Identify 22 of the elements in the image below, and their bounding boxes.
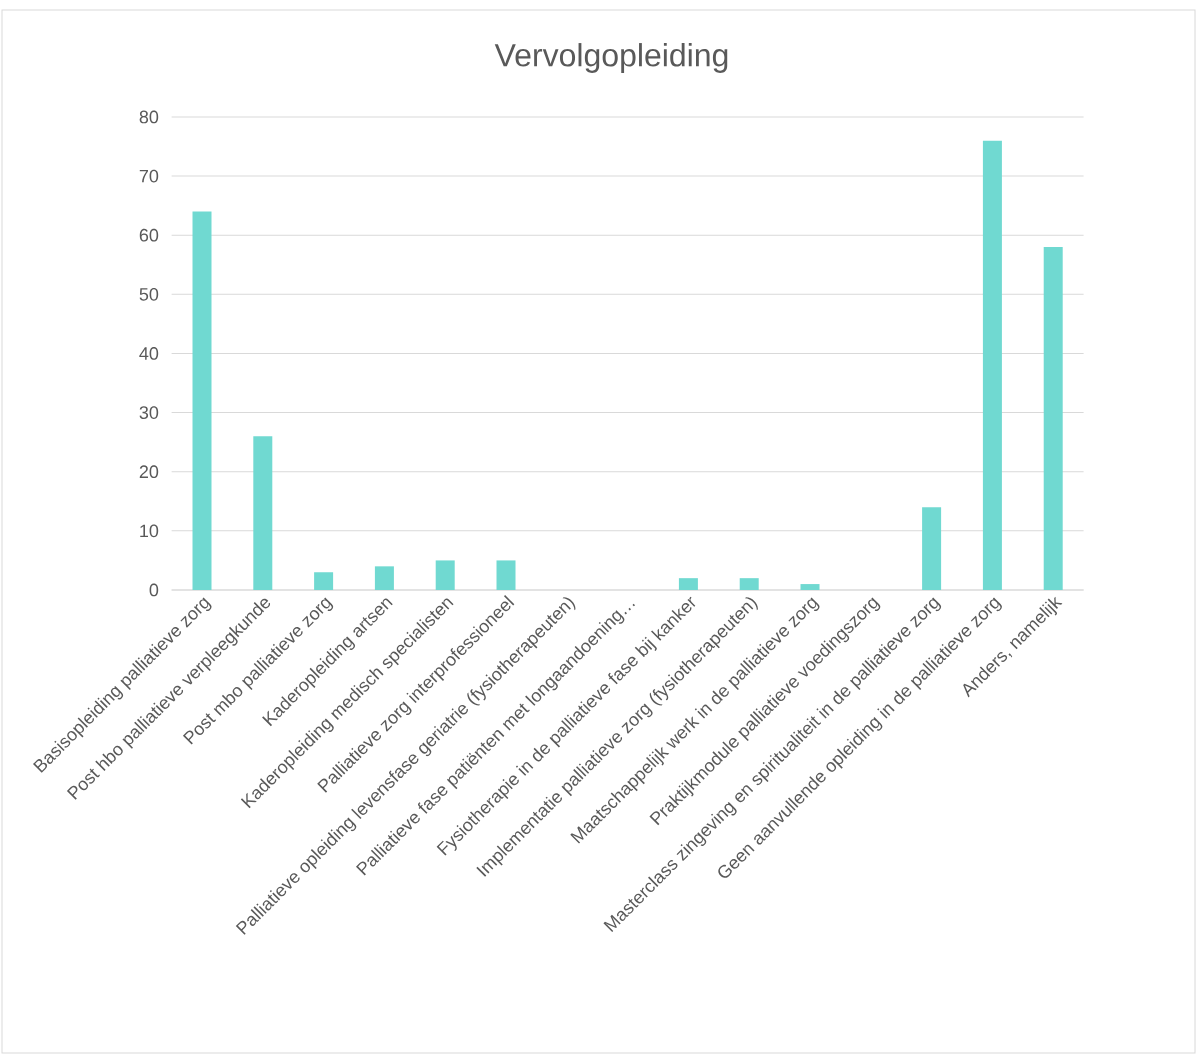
bar — [192, 211, 212, 590]
bar — [1043, 247, 1063, 590]
bar — [922, 507, 942, 590]
bar — [800, 584, 820, 590]
bar — [739, 578, 759, 590]
y-tick-label: 0 — [149, 583, 159, 597]
bar — [982, 140, 1002, 590]
bar — [374, 566, 394, 590]
bar — [678, 578, 698, 590]
chart-title: Vervolgopleiding — [494, 43, 728, 73]
bar — [435, 560, 455, 590]
bar — [496, 560, 516, 590]
y-tick-label: 10 — [140, 524, 159, 538]
y-tick-label: 80 — [139, 110, 159, 124]
y-tick-label: 60 — [139, 228, 159, 242]
bar — [253, 436, 273, 590]
y-tick-label: 30 — [139, 406, 159, 419]
y-tick-label: 50 — [139, 287, 159, 301]
y-tick-label: 70 — [139, 169, 159, 183]
y-tick-label: 40 — [139, 347, 159, 360]
y-tick-label: 20 — [139, 465, 159, 479]
bar — [314, 572, 334, 590]
